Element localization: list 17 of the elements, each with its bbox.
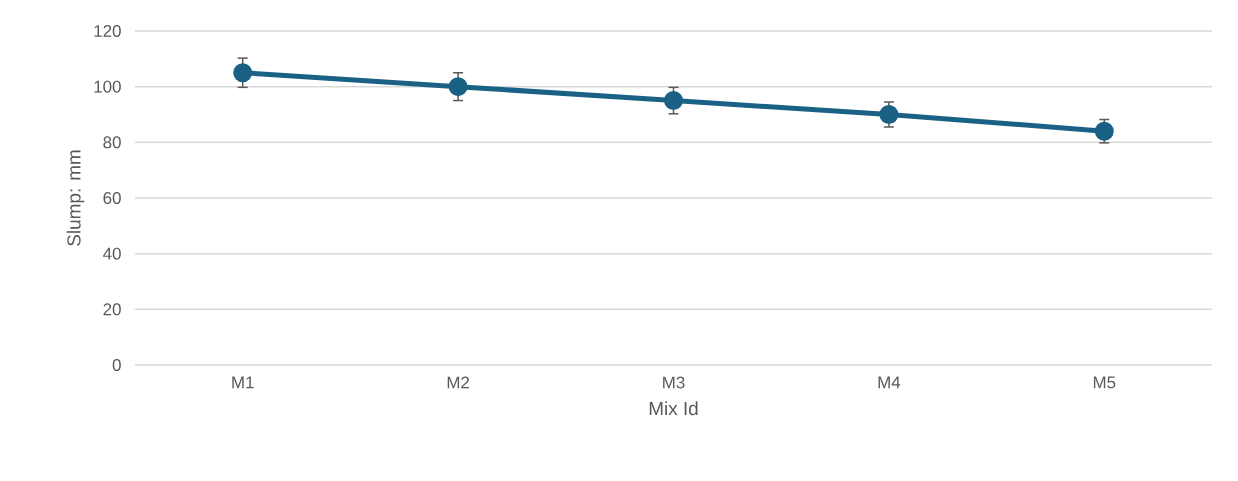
y-tick-label: 100 <box>94 80 121 93</box>
y-tick-label: 80 <box>103 136 121 149</box>
y-axis-title: Slump: mm <box>66 150 85 246</box>
x-axis-title: Mix Id <box>649 401 698 416</box>
x-tick-label: M2 <box>447 376 470 389</box>
x-tick-label: M5 <box>1093 376 1116 389</box>
point <box>448 77 468 97</box>
y-tick-label: 40 <box>103 247 121 260</box>
y-tick-label: 0 <box>112 358 121 371</box>
y-tick-label: 120 <box>94 24 121 37</box>
point <box>664 91 683 111</box>
y-tick-label: 20 <box>103 303 121 316</box>
x-tick-label: M1 <box>232 376 254 389</box>
x-tick-label: M4 <box>878 376 901 389</box>
x-tick-label: M3 <box>663 376 685 389</box>
point <box>233 63 253 83</box>
y-tick-label: 60 <box>103 191 121 204</box>
